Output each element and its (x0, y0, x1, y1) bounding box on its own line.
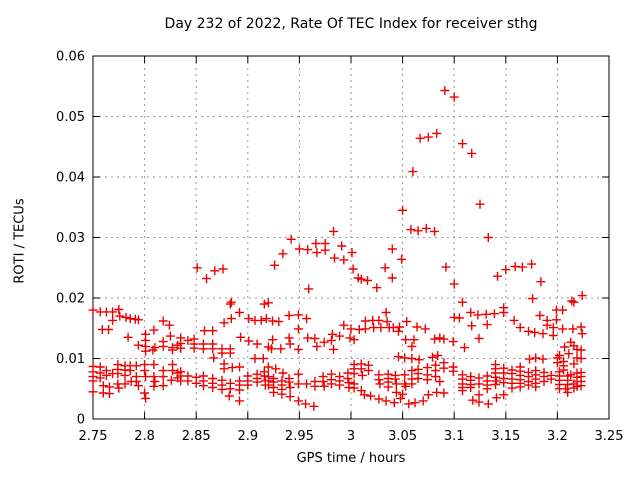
y-tick-label: 0.01 (56, 352, 85, 367)
y-tick-label: 0.03 (56, 231, 85, 246)
data-points (88, 86, 587, 411)
x-tick-label: 3.1 (444, 429, 465, 444)
y-tick-label: 0 (77, 413, 85, 428)
x-tick-label: 3 (347, 429, 355, 444)
x-tick-label: 2.75 (79, 429, 108, 444)
x-tick-label: 3.2 (547, 429, 568, 444)
chart-title: Day 232 of 2022, Rate Of TEC Index for r… (164, 16, 538, 32)
x-axis-label: GPS time / hours (296, 451, 406, 466)
plot-border (92, 55, 610, 420)
y-tick-label: 0.06 (56, 50, 85, 65)
x-tick-label: 2.9 (237, 429, 258, 444)
y-tick-label: 0.05 (56, 110, 85, 125)
x-tick-label: 2.8 (134, 429, 155, 444)
gridlines (93, 56, 609, 419)
x-tick-label: 3.05 (388, 429, 417, 444)
y-tick-label: 0.02 (56, 292, 85, 307)
x-tick-label: 2.95 (285, 429, 314, 444)
x-tick-label: 3.15 (491, 429, 520, 444)
y-tick-label: 0.04 (56, 171, 85, 186)
x-tick-label: 3.25 (595, 429, 624, 444)
x-tick-label: 2.85 (182, 429, 211, 444)
